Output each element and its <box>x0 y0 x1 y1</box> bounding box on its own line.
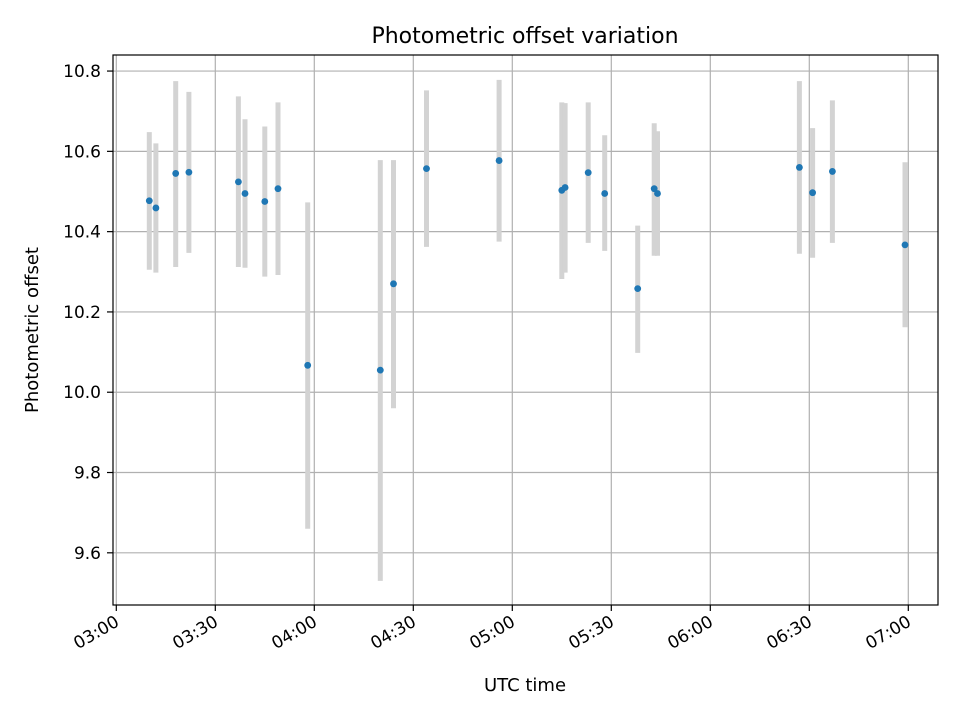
data-point <box>172 170 180 177</box>
data-point <box>796 164 803 171</box>
x-axis-label: UTC time <box>484 675 566 696</box>
data-point <box>304 361 312 369</box>
y-tick-label: 9.6 <box>74 544 101 564</box>
data-point <box>376 366 384 374</box>
data-point <box>145 197 153 205</box>
data-point <box>274 185 282 193</box>
y-tick-label: 10.2 <box>63 303 101 323</box>
data-point <box>261 198 269 205</box>
data-point <box>901 241 909 249</box>
y-tick-label: 10.6 <box>63 142 101 162</box>
data-point <box>584 169 592 177</box>
y-tick-label: 9.8 <box>74 464 101 484</box>
y-tick-label: 10.4 <box>63 223 101 243</box>
data-point <box>650 185 658 193</box>
data-point <box>561 184 569 191</box>
data-point <box>809 189 816 197</box>
data-points <box>145 157 909 374</box>
data-point <box>634 285 642 293</box>
data-point <box>152 204 160 212</box>
y-tick-label: 10.0 <box>63 383 101 403</box>
y-tick-label: 10.8 <box>63 62 101 82</box>
data-point <box>185 168 193 176</box>
data-point <box>654 190 661 197</box>
data-point <box>829 168 836 175</box>
plot-frame <box>112 54 939 606</box>
data-point <box>495 157 503 164</box>
chart-title: Photometric offset variation <box>371 24 678 49</box>
data-point <box>235 178 242 186</box>
data-point <box>423 165 430 173</box>
data-point <box>241 190 249 197</box>
y-axis-label: Photometric offset <box>22 247 43 413</box>
data-point <box>601 190 609 197</box>
data-point <box>390 280 397 288</box>
